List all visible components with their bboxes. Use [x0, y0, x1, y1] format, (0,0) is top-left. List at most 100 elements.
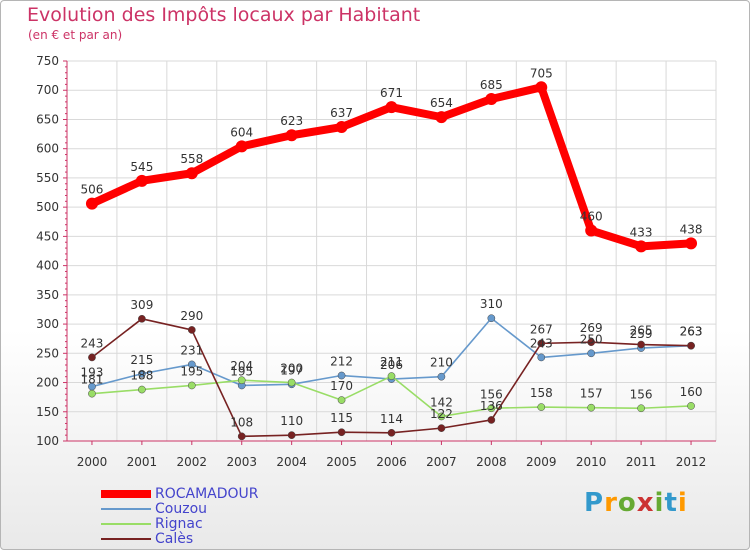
- x-tick-label: 2005: [326, 455, 357, 469]
- data-point-cales: [237, 432, 246, 441]
- data-point-rocamadour: [485, 93, 498, 105]
- data-label-cales: 115: [330, 411, 353, 425]
- data-label-cales: 290: [180, 309, 203, 323]
- data-label-cales: 267: [530, 322, 553, 336]
- legend-item-rocamadour[interactable]: ROCAMADOUR: [101, 486, 259, 501]
- x-tick-label: 2010: [576, 455, 607, 469]
- data-point-rocamadour: [635, 240, 648, 253]
- data-label-rignac: 160: [680, 385, 703, 399]
- legend-swatch-cales: [101, 537, 151, 540]
- data-label-rocamadour: 623: [280, 114, 303, 128]
- data-label-rignac: 181: [81, 373, 104, 387]
- data-point-cales: [587, 338, 596, 347]
- y-tick-label: 350: [36, 288, 59, 302]
- x-tick-label: 2012: [676, 455, 707, 469]
- data-label-couzou: 259: [630, 327, 653, 341]
- data-label-rignac: 188: [130, 369, 153, 383]
- y-tick-label: 150: [36, 405, 59, 419]
- x-tick-label: 2003: [226, 455, 257, 469]
- data-point-rignac: [387, 372, 396, 380]
- legend-item-cales[interactable]: Calès: [101, 531, 193, 546]
- legend-label-rocamadour: ROCAMADOUR: [155, 485, 259, 502]
- legend-swatch-rocamadour: [101, 489, 151, 498]
- x-tick-label: 2001: [127, 455, 158, 469]
- data-point-cales: [337, 428, 346, 437]
- data-label-couzou: 231: [180, 343, 203, 357]
- data-point-cales: [637, 340, 645, 349]
- data-point-rignac: [437, 412, 446, 421]
- x-tick-label: 2004: [276, 455, 307, 469]
- data-point-rignac: [587, 403, 596, 412]
- data-point-rignac: [537, 403, 546, 411]
- y-tick-label: 400: [36, 259, 59, 273]
- data-label-rocamadour: 637: [330, 106, 353, 120]
- data-point-couzou: [138, 369, 146, 378]
- data-point-cales: [487, 416, 496, 424]
- data-label-cales: 269: [580, 321, 603, 335]
- data-label-rocamadour: 545: [130, 160, 153, 174]
- data-label-couzou: 206: [380, 358, 403, 372]
- chart-title: Evolution des Impôts locaux par Habitant: [27, 4, 421, 26]
- data-label-couzou: 197: [280, 363, 303, 377]
- grid-lines: [66, 60, 717, 442]
- data-label-rignac: 195: [180, 364, 203, 378]
- data-label-rocamadour: 604: [230, 125, 253, 139]
- data-label-cales: 122: [430, 407, 453, 421]
- data-label-couzou: 193: [81, 366, 104, 380]
- data-point-couzou: [437, 372, 446, 381]
- chart-subtitle: (en € et par an): [28, 28, 123, 42]
- x-tick-label: 2002: [177, 455, 208, 469]
- data-label-rocamadour: 705: [530, 66, 553, 80]
- y-tick-label: 550: [36, 171, 59, 185]
- x-tick-label: 2008: [476, 455, 507, 469]
- data-label-couzou: 195: [230, 364, 253, 378]
- data-label-rignac: 211: [380, 355, 403, 369]
- data-point-cales: [437, 424, 446, 432]
- data-label-couzou: 310: [480, 297, 503, 311]
- y-tick-label: 650: [36, 112, 59, 126]
- data-point-couzou: [587, 349, 596, 358]
- data-label-cales: 265: [630, 324, 653, 338]
- y-tick-label: 100: [36, 434, 59, 448]
- data-labels: 193 215 231 195 197 212 206 210 310 243 250 259 263 1…: [81, 66, 703, 429]
- logo-letter: P: [584, 488, 605, 518]
- data-point-rignac: [337, 396, 346, 404]
- data-label-cales: 108: [230, 415, 253, 429]
- y-tick-label: 250: [36, 346, 59, 360]
- legend-label-couzou: Couzou: [155, 500, 208, 517]
- data-label-couzou: 210: [430, 356, 453, 370]
- data-label-couzou: 215: [130, 353, 153, 367]
- data-label-couzou: 263: [680, 325, 703, 339]
- y-tick-label: 750: [36, 54, 59, 68]
- data-label-rignac: 170: [330, 379, 353, 393]
- data-label-rocamadour: 438: [680, 222, 703, 236]
- data-point-cales: [138, 314, 146, 323]
- data-point-couzou: [337, 371, 346, 380]
- data-point-couzou: [487, 314, 496, 323]
- legend-swatch-rignac: [101, 522, 151, 525]
- x-tick-label: 2000: [77, 455, 108, 469]
- data-point-cales: [187, 326, 196, 334]
- data-label-rignac: 204: [230, 359, 253, 373]
- data-label-cales: 243: [81, 336, 104, 350]
- x-tick-label: 2006: [376, 455, 407, 469]
- logo-letter: o: [617, 488, 637, 518]
- data-label-cales: 263: [680, 325, 703, 339]
- x-tick-label: 2007: [426, 455, 457, 469]
- series-layer: [85, 81, 698, 441]
- legend-label-cales: Calès: [155, 530, 194, 547]
- data-label-rocamadour: 506: [81, 183, 104, 197]
- logo-letter: r: [604, 488, 618, 518]
- legend-item-couzou[interactable]: Couzou: [101, 501, 207, 516]
- data-point-rocamadour: [685, 237, 698, 250]
- data-point-rocamadour: [185, 167, 198, 180]
- data-label-rocamadour: 558: [180, 152, 203, 166]
- data-point-rocamadour: [285, 129, 298, 142]
- data-point-rocamadour: [385, 101, 398, 114]
- legend-item-rignac[interactable]: Rignac: [101, 516, 203, 531]
- data-point-rocamadour: [535, 81, 548, 94]
- data-label-rocamadour: 654: [430, 96, 453, 110]
- data-point-rocamadour: [85, 197, 98, 210]
- data-point-rocamadour: [335, 121, 348, 134]
